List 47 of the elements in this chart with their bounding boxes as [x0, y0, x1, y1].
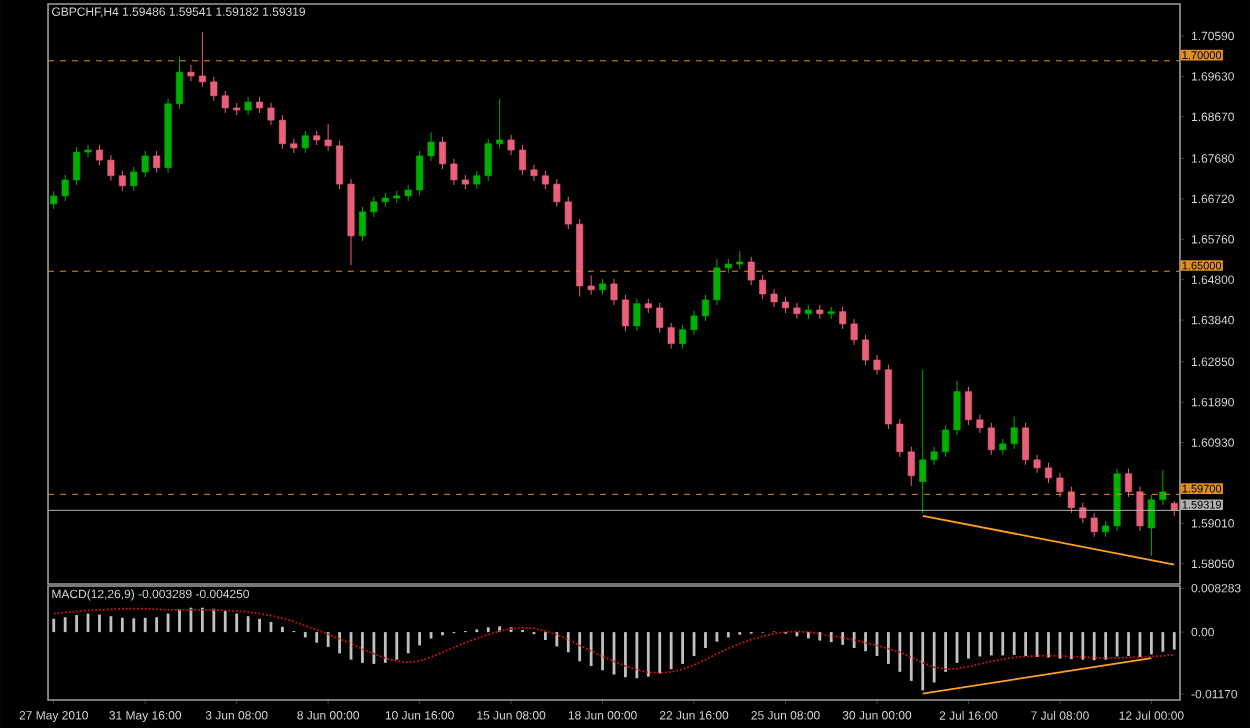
candlestick: [1159, 469, 1167, 506]
candlestick: [793, 302, 801, 320]
candlestick: [1044, 462, 1052, 484]
candlestick: [690, 310, 698, 336]
candlestick: [301, 130, 309, 154]
candlestick: [1136, 486, 1144, 532]
candlestick: [187, 64, 195, 82]
candlestick: [541, 170, 549, 190]
candlestick: [1022, 422, 1030, 466]
candlestick: [964, 386, 972, 426]
candlestick: [759, 274, 767, 300]
candlestick: [747, 256, 755, 286]
candlestick: [621, 294, 629, 332]
candlestick: [1067, 486, 1075, 514]
candlestick: [862, 334, 870, 366]
candlestick: [176, 56, 184, 110]
candlestick: [679, 324, 687, 350]
candlestick: [267, 102, 275, 126]
candlestick: [507, 134, 515, 156]
candlestick: [278, 114, 286, 150]
candlestick: [95, 144, 103, 166]
candlestick: [633, 298, 641, 332]
candlestick: [336, 140, 344, 190]
candlestick: [610, 278, 618, 306]
candlestick: [1033, 454, 1041, 474]
candlestick: [519, 144, 527, 176]
candlestick: [73, 146, 81, 186]
candlestick: [953, 380, 961, 436]
candlestick: [736, 250, 744, 270]
candlestick: [1147, 494, 1155, 557]
candlestick: [530, 164, 538, 182]
candlestick: [244, 96, 252, 116]
candlestick: [416, 150, 424, 196]
candlestick: [770, 288, 778, 308]
candlestick: [153, 150, 161, 174]
candlestick: [1125, 468, 1133, 498]
candlestick: [358, 206, 366, 242]
candlestick: [84, 144, 92, 158]
candlestick: [438, 136, 446, 170]
candlestick: [450, 158, 458, 186]
candlestick: [427, 131, 435, 162]
candlestick: [873, 354, 881, 376]
candlestick: [701, 294, 709, 322]
candlestick: [496, 98, 504, 150]
candlestick: [1056, 472, 1064, 498]
candlestick: [942, 424, 950, 458]
candlestick: [198, 31, 206, 88]
